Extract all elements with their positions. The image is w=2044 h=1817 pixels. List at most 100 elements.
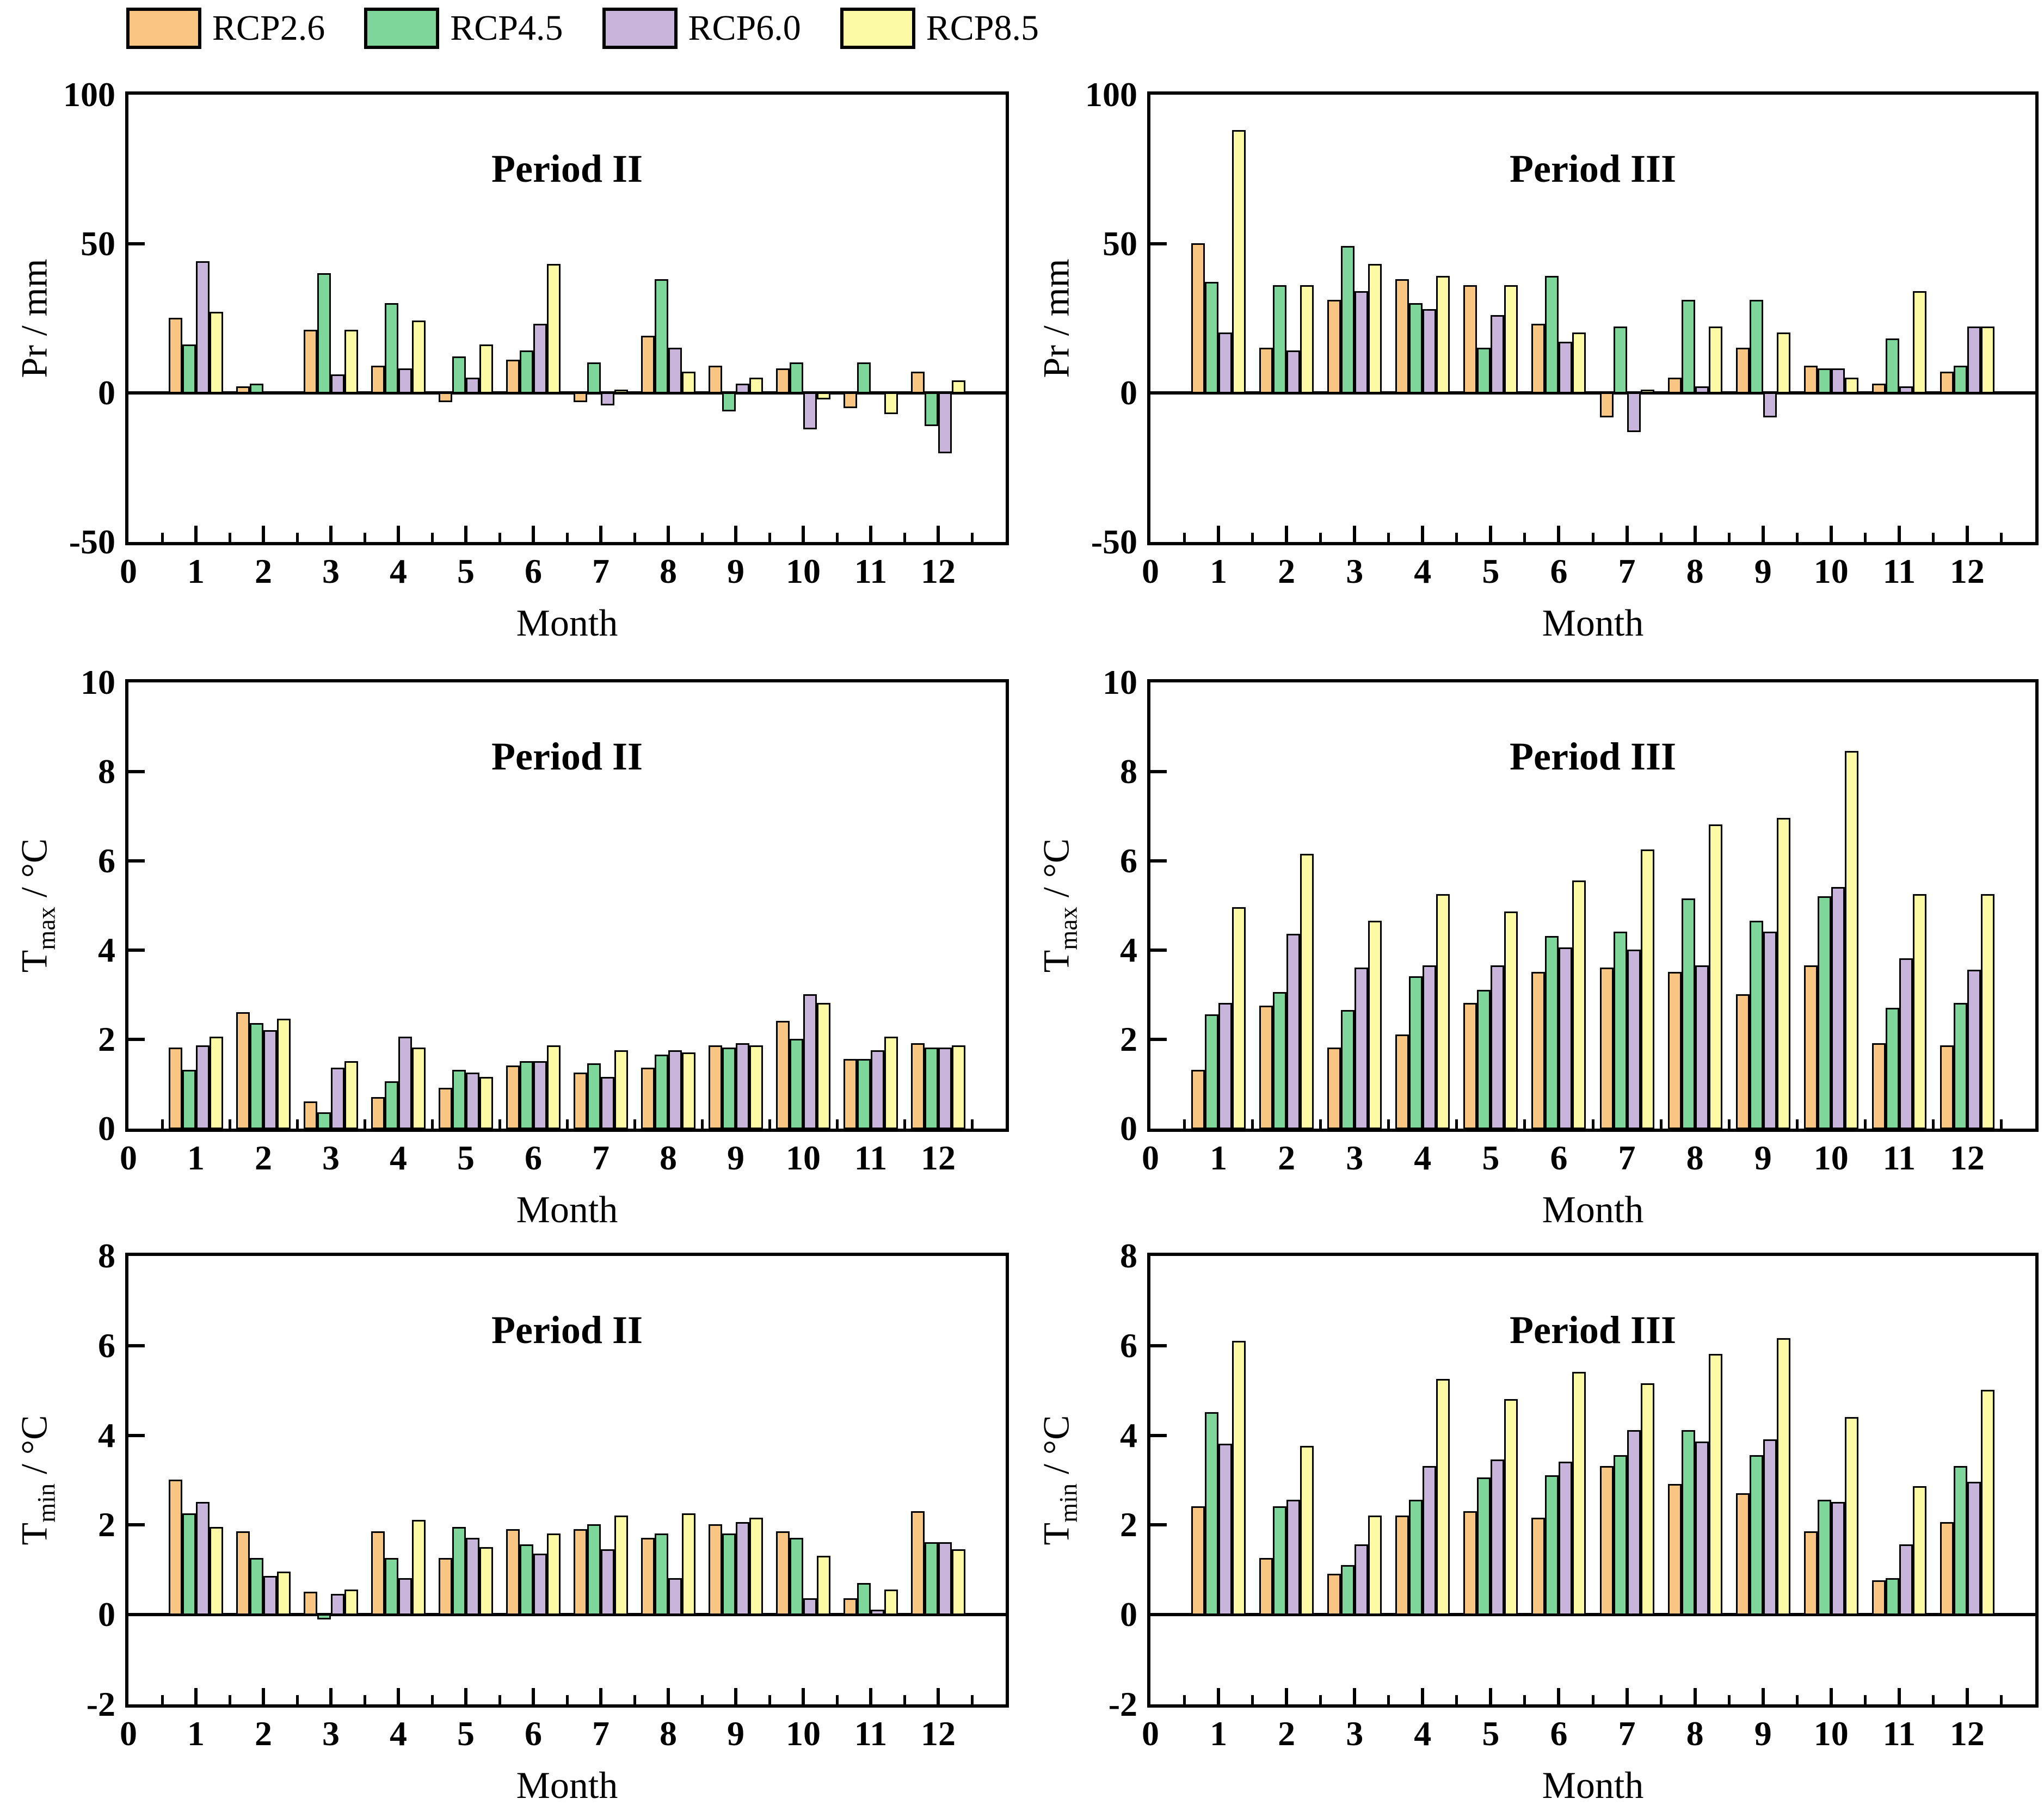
- x-tick: [1285, 1688, 1289, 1704]
- bar-RCP6.0-month-11: [871, 1050, 884, 1129]
- x-minor-tick: [498, 1119, 501, 1129]
- bar-RCP2.6-month-3: [1327, 1574, 1341, 1616]
- x-tick: [1353, 526, 1357, 542]
- bar-RCP4.5-month-1: [1205, 282, 1219, 393]
- bar-RCP6.0-month-4: [1423, 309, 1437, 393]
- bar-RCP8.5-month-4: [1436, 276, 1450, 393]
- bar-RCP2.6-month-10: [776, 368, 790, 393]
- x-tick: [1625, 526, 1629, 542]
- x-tick-label: 11: [1882, 1138, 1916, 1177]
- x-tick-label: 4: [390, 1714, 407, 1753]
- bar-RCP8.5-month-2: [277, 1019, 291, 1129]
- x-tick: [1217, 526, 1221, 542]
- bar-RCP6.0-month-8: [1695, 1441, 1709, 1616]
- bar-RCP2.6-month-8: [1667, 377, 1682, 393]
- x-minor-tick: [1999, 1695, 2003, 1704]
- bar-RCP6.0-month-5: [1491, 965, 1505, 1129]
- x-minor-tick: [1727, 1119, 1731, 1129]
- x-minor-tick: [835, 533, 839, 542]
- bar-RCP6.0-month-3: [331, 1068, 344, 1129]
- x-tick: [532, 526, 535, 542]
- x-minor-tick: [700, 533, 704, 542]
- bar-RCP8.5-month-5: [1504, 285, 1518, 393]
- bar-RCP8.5-month-9: [1776, 818, 1790, 1129]
- bar-RCP4.5-month-10: [790, 1039, 803, 1129]
- x-tick-label: 12: [1949, 1714, 1985, 1753]
- x-tick: [329, 526, 333, 542]
- bar-RCP6.0-month-8: [1695, 965, 1709, 1129]
- bar-RCP6.0-month-7: [1627, 392, 1641, 433]
- bar-RCP4.5-month-7: [587, 362, 601, 393]
- bar-RCP8.5-month-3: [1368, 1515, 1382, 1616]
- bar-RCP8.5-month-10: [817, 1003, 830, 1129]
- legend-label-rcp26: RCP2.6: [212, 8, 325, 48]
- x-tick-label: 2: [255, 1714, 272, 1753]
- bar-RCP4.5-month-3: [317, 1614, 331, 1620]
- bar-RCP4.5-month-1: [1205, 1014, 1219, 1129]
- x-tick-label: 10: [786, 552, 821, 590]
- bar-RCP2.6-month-1: [1191, 1506, 1205, 1616]
- x-minor-tick: [430, 1119, 434, 1129]
- y-tick-label: 8: [1120, 752, 1137, 791]
- y-tick: [1150, 948, 1167, 952]
- x-tick: [1557, 1688, 1561, 1704]
- bar-RCP2.6-month-1: [169, 318, 182, 393]
- bar-RCP2.6-month-6: [1531, 1518, 1546, 1616]
- bar-RCP4.5-month-4: [385, 303, 398, 393]
- panel-pr-period2: Period II Pr / mm Month 100 50 0 -50 0 1 2 3 4 5 6…: [14, 77, 1009, 644]
- x-tick-label: 6: [1550, 552, 1568, 590]
- bar-RCP2.6-month-12: [911, 371, 925, 393]
- bar-RCP2.6-month-2: [1259, 1005, 1273, 1129]
- zero-axis-line: [1150, 1613, 2035, 1617]
- bar-RCP4.5-month-2: [1273, 285, 1287, 393]
- bar-RCP2.6-month-11: [1871, 1043, 1886, 1129]
- bar-RCP2.6-month-12: [1940, 371, 1954, 393]
- x-tick-label: 9: [727, 1138, 744, 1177]
- y-tick-label: 6: [98, 1326, 115, 1365]
- bar-RCP8.5-month-4: [412, 1520, 426, 1616]
- x-minor-tick: [1523, 533, 1526, 542]
- bar-RCP8.5-month-11: [1912, 894, 1926, 1129]
- bar-RCP4.5-month-11: [1885, 338, 1899, 393]
- bar-RCP2.6-month-9: [709, 1045, 722, 1129]
- bar-RCP2.6-month-8: [641, 1068, 655, 1129]
- y-tick-label: 50: [81, 224, 115, 263]
- bar-RCP4.5-month-12: [1953, 365, 1967, 393]
- x-minor-tick: [363, 1119, 366, 1129]
- bar-RCP2.6-month-11: [1871, 1580, 1886, 1616]
- bar-RCP6.0-month-8: [1695, 386, 1709, 393]
- x-tick: [734, 526, 737, 542]
- bar-RCP4.5-month-4: [1409, 976, 1423, 1129]
- x-tick: [464, 526, 467, 542]
- y-tick-label: 6: [98, 841, 115, 880]
- x-tick-label: 1: [1210, 1138, 1228, 1177]
- bar-RCP4.5-month-6: [1545, 276, 1559, 393]
- bar-RCP8.5-month-11: [884, 1036, 898, 1129]
- x-minor-tick: [565, 1695, 569, 1704]
- bar-RCP8.5-month-7: [1640, 389, 1654, 393]
- x-tick-label: 10: [1813, 1714, 1849, 1753]
- bar-RCP4.5-month-11: [857, 362, 871, 393]
- bar-RCP8.5-month-10: [1844, 377, 1858, 393]
- x-tick-label: 0: [1142, 552, 1159, 590]
- x-tick-label: 8: [660, 1138, 677, 1177]
- bar-RCP6.0-month-9: [736, 1043, 749, 1129]
- bar-RCP4.5-month-8: [1681, 300, 1695, 393]
- bar-RCP6.0-month-4: [1423, 965, 1437, 1129]
- bar-RCP2.6-month-12: [1940, 1045, 1954, 1129]
- y-tick: [1150, 1344, 1167, 1347]
- bar-RCP4.5-month-6: [1545, 1475, 1559, 1616]
- bar-RCP6.0-month-8: [668, 1050, 682, 1129]
- bar-RCP2.6-month-4: [1395, 1034, 1409, 1129]
- x-minor-tick: [1455, 1695, 1458, 1704]
- y-tick-label: 2: [1120, 1020, 1137, 1058]
- x-minor-tick: [498, 1695, 501, 1704]
- bar-RCP4.5-month-2: [250, 383, 263, 393]
- x-minor-tick: [1863, 1119, 1867, 1129]
- bar-RCP2.6-month-7: [1599, 392, 1614, 417]
- bar-RCP2.6-month-7: [1599, 1466, 1614, 1616]
- x-minor-tick: [363, 533, 366, 542]
- x-tick-label: 11: [854, 1714, 888, 1753]
- x-tick: [802, 526, 805, 542]
- bar-RCP8.5-month-4: [1436, 894, 1450, 1129]
